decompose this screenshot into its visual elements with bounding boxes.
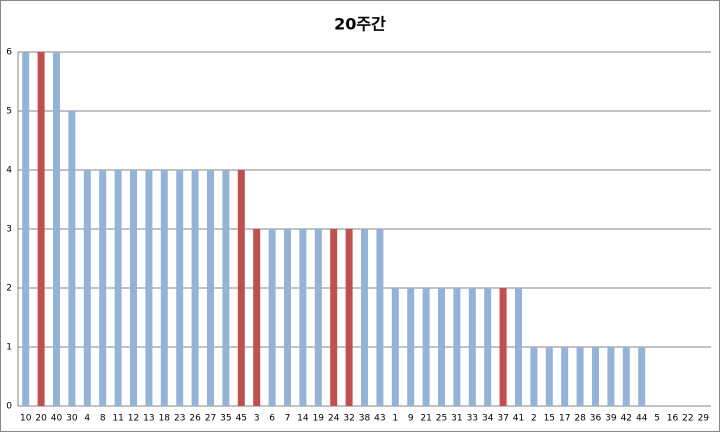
bar bbox=[237, 170, 245, 406]
bar bbox=[284, 229, 291, 406]
x-tick-label: 11 bbox=[112, 414, 123, 424]
x-tick-label: 8 bbox=[100, 414, 106, 424]
x-tick-label: 39 bbox=[605, 414, 617, 424]
x-tick-label: 1 bbox=[392, 414, 398, 424]
bar bbox=[53, 52, 60, 406]
x-tick-label: 13 bbox=[143, 414, 154, 424]
bar bbox=[515, 288, 522, 406]
bar bbox=[268, 229, 276, 406]
x-tick-label: 22 bbox=[682, 414, 693, 424]
bar bbox=[222, 170, 230, 406]
bar bbox=[114, 170, 122, 406]
chart-title: 20주간 bbox=[334, 15, 386, 34]
bar bbox=[391, 288, 399, 406]
bar bbox=[622, 347, 630, 406]
x-tick-label: 4 bbox=[84, 414, 90, 424]
bar bbox=[314, 229, 322, 406]
bar bbox=[191, 170, 199, 406]
x-tick-label: 38 bbox=[359, 414, 371, 424]
bar bbox=[99, 170, 107, 406]
bar bbox=[37, 52, 45, 406]
bar bbox=[68, 111, 76, 406]
bar bbox=[545, 347, 553, 406]
x-tick-label: 44 bbox=[636, 414, 648, 424]
x-tick-label: 5 bbox=[654, 414, 660, 424]
bar bbox=[638, 347, 646, 406]
bar bbox=[361, 229, 368, 406]
x-tick-label: 24 bbox=[328, 414, 340, 424]
x-tick-label: 35 bbox=[220, 414, 231, 424]
x-tick-label: 45 bbox=[236, 414, 247, 424]
x-tick-label: 33 bbox=[467, 414, 478, 424]
x-tick-label: 25 bbox=[436, 414, 447, 424]
x-tick-label: 32 bbox=[343, 414, 354, 424]
x-tick-label: 14 bbox=[297, 414, 309, 424]
x-tick-label: 19 bbox=[313, 414, 325, 424]
bar bbox=[160, 170, 168, 406]
bar bbox=[561, 347, 569, 406]
x-tick-label: 29 bbox=[698, 414, 710, 424]
bar bbox=[207, 170, 214, 406]
bar bbox=[484, 288, 492, 406]
x-tick-label: 18 bbox=[159, 414, 171, 424]
bar bbox=[345, 229, 353, 406]
x-tick-label: 20 bbox=[35, 414, 47, 424]
bar bbox=[453, 288, 461, 406]
x-tick-label: 27 bbox=[205, 414, 216, 424]
bar bbox=[145, 170, 153, 406]
bar bbox=[130, 170, 137, 406]
bar bbox=[83, 170, 91, 406]
y-tick-label: 1 bbox=[6, 343, 12, 353]
bar bbox=[253, 229, 261, 406]
x-tick-label: 37 bbox=[497, 414, 508, 424]
x-tick-label: 42 bbox=[621, 414, 632, 424]
bar bbox=[176, 170, 184, 406]
bar bbox=[330, 229, 338, 406]
x-tick-label: 10 bbox=[20, 414, 32, 424]
bar bbox=[376, 229, 384, 406]
x-tick-label: 43 bbox=[374, 414, 385, 424]
bar bbox=[22, 52, 30, 406]
bar bbox=[407, 288, 415, 406]
x-tick-label: 30 bbox=[66, 414, 78, 424]
x-tick-label: 28 bbox=[574, 414, 586, 424]
x-tick-label: 17 bbox=[559, 414, 570, 424]
x-tick-label: 31 bbox=[451, 414, 462, 424]
y-tick-label: 6 bbox=[6, 48, 12, 58]
x-tick-label: 40 bbox=[51, 414, 63, 424]
x-tick-label: 6 bbox=[269, 414, 275, 424]
x-tick-label: 7 bbox=[285, 414, 291, 424]
x-tick-label: 26 bbox=[189, 414, 201, 424]
bar bbox=[299, 229, 307, 406]
bar bbox=[468, 288, 476, 406]
bar bbox=[438, 288, 445, 406]
bar bbox=[530, 347, 538, 406]
x-tick-label: 41 bbox=[513, 414, 524, 424]
x-tick-label: 3 bbox=[254, 414, 260, 424]
x-tick-label: 12 bbox=[128, 414, 139, 424]
x-tick-label: 21 bbox=[420, 414, 431, 424]
x-tick-label: 9 bbox=[408, 414, 414, 424]
x-tick-label: 34 bbox=[482, 414, 494, 424]
bar bbox=[422, 288, 430, 406]
y-tick-label: 2 bbox=[6, 284, 12, 294]
x-tick-label: 2 bbox=[531, 414, 537, 424]
x-tick-label: 15 bbox=[544, 414, 555, 424]
x-tick-label: 23 bbox=[174, 414, 185, 424]
bar bbox=[576, 347, 584, 406]
bar bbox=[499, 288, 507, 406]
bar bbox=[607, 347, 615, 406]
bar bbox=[592, 347, 599, 406]
x-tick-label: 36 bbox=[590, 414, 602, 424]
y-tick-label: 5 bbox=[6, 107, 12, 117]
x-tick-label: 16 bbox=[667, 414, 679, 424]
y-tick-label: 0 bbox=[6, 402, 12, 412]
y-tick-label: 3 bbox=[6, 225, 12, 235]
y-tick-label: 4 bbox=[6, 166, 12, 176]
